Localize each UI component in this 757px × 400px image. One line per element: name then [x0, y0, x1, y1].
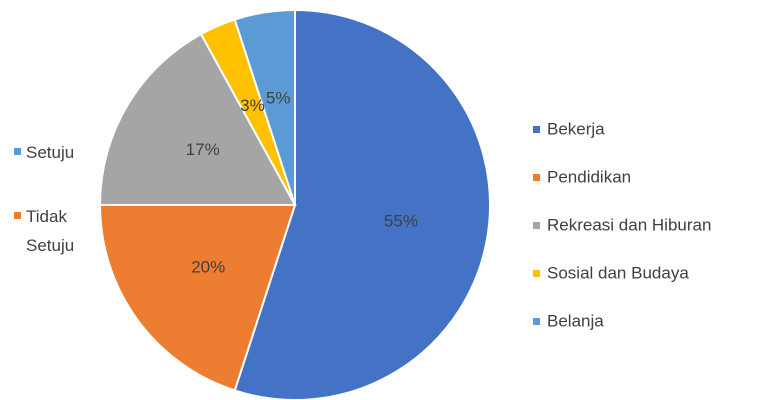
pie-slice: [98, 204, 297, 392]
legend-swatch: [14, 148, 21, 155]
pie-slice: [98, 32, 297, 206]
legend-swatch: [533, 174, 540, 181]
legend-text: Tidak Setuju: [26, 207, 75, 255]
legend-label: Setuju: [14, 138, 96, 167]
legend-label: Sosial dan Budaya: [547, 263, 689, 282]
pie-slice: [233, 8, 296, 206]
data-label: 55%: [384, 211, 418, 230]
data-label: 20%: [191, 258, 225, 277]
legend-label: Belanja: [547, 311, 604, 330]
legend-label: Tidak Setuju: [14, 202, 96, 260]
pie-slice: [233, 8, 491, 400]
legend-swatch: [533, 126, 540, 133]
data-label: 5%: [266, 89, 291, 108]
legend-text: Setuju: [26, 143, 75, 162]
legend-swatch: [14, 212, 21, 219]
data-label: 17%: [186, 140, 220, 159]
legend-swatch: [533, 318, 540, 325]
legend-swatch: [533, 222, 540, 229]
legend-label: Rekreasi dan Hiburan: [547, 215, 711, 234]
data-label: 3%: [240, 96, 265, 115]
legend-label: Bekerja: [547, 119, 605, 138]
legend-swatch: [533, 270, 540, 277]
legend-label: Pendidikan: [547, 167, 631, 186]
